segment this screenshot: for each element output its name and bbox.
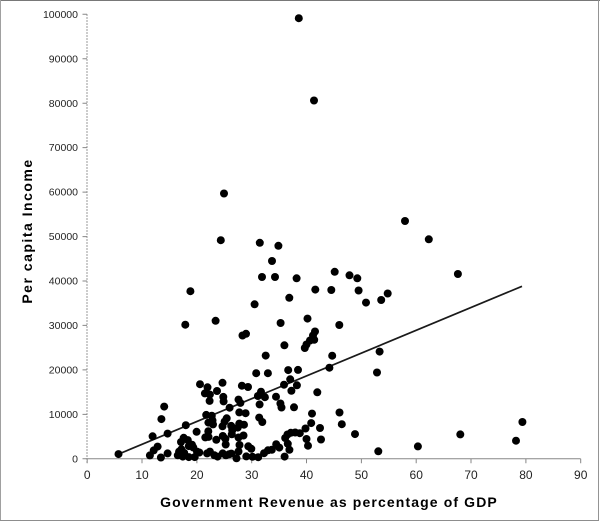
svg-text:30: 30 [245,468,259,482]
svg-text:30000: 30000 [49,320,78,332]
svg-text:20: 20 [190,468,204,482]
svg-text:50000: 50000 [49,231,78,243]
svg-text:0: 0 [84,468,91,482]
svg-text:90: 90 [574,468,588,482]
svg-text:60: 60 [410,468,424,482]
svg-text:90000: 90000 [49,53,78,65]
svg-text:10: 10 [135,468,149,482]
svg-text:80: 80 [519,468,533,482]
svg-text:10000: 10000 [49,409,78,421]
svg-text:100000: 100000 [43,9,78,21]
svg-text:50: 50 [355,468,369,482]
svg-text:Per capita Income: Per capita Income [19,158,35,303]
svg-text:70000: 70000 [49,142,78,154]
svg-text:40: 40 [300,468,314,482]
svg-text:Government Revenue as percenta: Government Revenue as percentage of GDP [160,494,498,510]
svg-text:40000: 40000 [49,276,78,288]
svg-text:60000: 60000 [49,187,78,199]
svg-text:80000: 80000 [49,98,78,110]
svg-text:0: 0 [72,453,78,465]
svg-text:70: 70 [464,468,478,482]
svg-text:20000: 20000 [49,365,78,377]
